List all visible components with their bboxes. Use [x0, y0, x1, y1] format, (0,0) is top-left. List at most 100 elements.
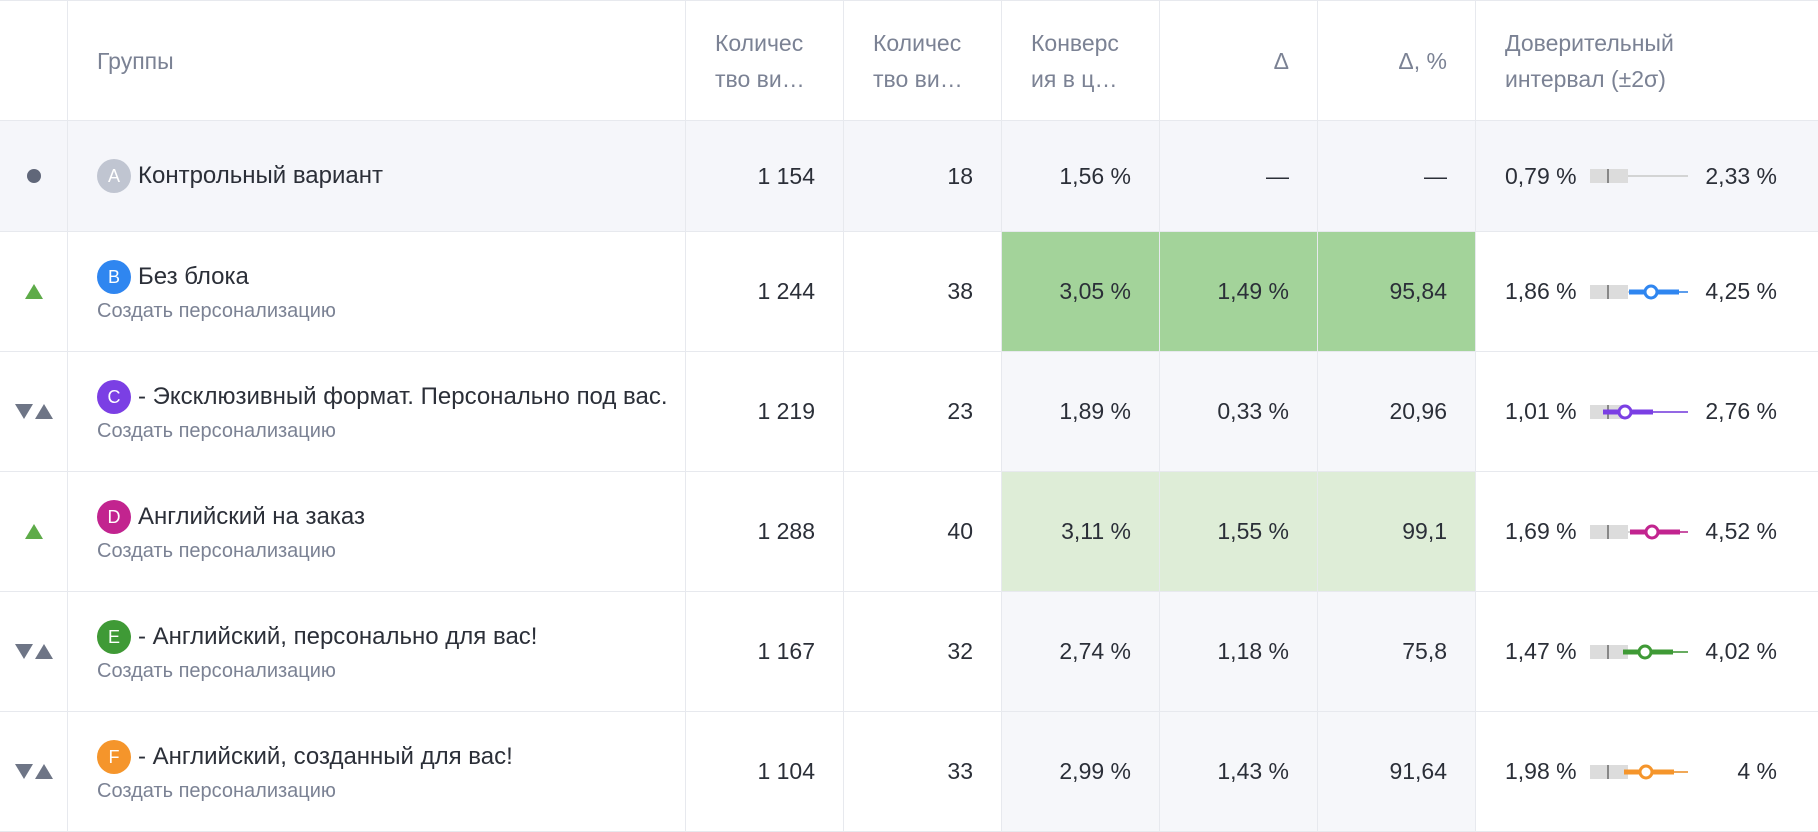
- variant-name: Контрольный вариант: [138, 162, 384, 189]
- conv-rate-value: 2,99 %: [1059, 758, 1131, 784]
- group-text: C - Эксклюзивный формат. Персонально под…: [97, 380, 668, 443]
- group-title: A Контрольный вариант: [97, 159, 383, 193]
- table-row[interactable]: B Без блока Создать персонализацию 1 244…: [0, 232, 1818, 352]
- conv-rate-value: 3,05 %: [1059, 278, 1131, 304]
- group-cell: E - Английский, персонально для вас! Соз…: [68, 592, 686, 711]
- table-row[interactable]: A Контрольный вариант 1 154 18 1,56 % — …: [0, 121, 1818, 232]
- ci-bar-chart: [1590, 764, 1688, 779]
- table-row[interactable]: F - Английский, созданный для вас! Созда…: [0, 712, 1818, 832]
- triangle-up-icon: [24, 524, 43, 539]
- table-row[interactable]: D Английский на заказ Создать персонализ…: [0, 472, 1818, 592]
- ci-bar-chart: [1590, 169, 1688, 183]
- delta-pct-cell: 95,84: [1318, 232, 1476, 351]
- conversions-value: 33: [947, 758, 973, 784]
- table-row[interactable]: E - Английский, персонально для вас! Соз…: [0, 592, 1818, 712]
- conv-rate-cell: 1,56 %: [1002, 121, 1160, 231]
- control-dot-icon: [26, 169, 41, 183]
- header-indicator-cell: [0, 1, 68, 120]
- ci-low-value: 1,01 %: [1505, 398, 1577, 424]
- header-ci-label: Доверительный интервал (±2σ): [1505, 25, 1674, 97]
- table-header: Группы Количес тво ви… Количес тво ви… Кон…: [0, 0, 1818, 121]
- row-indicator: [0, 472, 68, 591]
- delta-value: 1,43 %: [1217, 758, 1289, 784]
- conv-rate-cell: 2,99 %: [1002, 712, 1160, 831]
- ci-low-value: 1,47 %: [1505, 638, 1577, 664]
- delta-pct-value: 91,64: [1389, 758, 1447, 784]
- visitors-value: 1 167: [757, 638, 815, 664]
- row-indicator: [0, 592, 68, 711]
- header-delta-label: Δ: [1273, 47, 1289, 74]
- delta-value: —: [1266, 162, 1289, 189]
- header-delta[interactable]: Δ: [1160, 1, 1318, 120]
- visitors-cell: 1 154: [686, 121, 844, 231]
- header-visitors[interactable]: Количес тво ви…: [686, 1, 844, 120]
- ci-cell: 1,47 % 4,02 %: [1476, 592, 1816, 711]
- header-visitors-label: Количес тво ви…: [715, 25, 805, 97]
- ci-high-value: 4 %: [1737, 758, 1777, 784]
- conv-rate-cell: 3,05 %: [1002, 232, 1160, 351]
- group-cell: C - Эксклюзивный формат. Персонально под…: [68, 352, 686, 471]
- ci-low-value: 1,98 %: [1505, 758, 1577, 784]
- visitors-value: 1 244: [757, 278, 815, 304]
- triangle-down-icon: [14, 404, 33, 419]
- conv-rate-cell: 3,11 %: [1002, 472, 1160, 591]
- header-conversions-line2: тво ви…: [873, 65, 963, 92]
- visitors-cell: 1 104: [686, 712, 844, 831]
- create-personalization-link[interactable]: Создать персонализацию: [97, 540, 336, 562]
- header-visitors-line2: тво ви…: [715, 65, 805, 92]
- ci-bar-chart: [1590, 524, 1688, 539]
- create-personalization-link[interactable]: Создать персонализацию: [97, 660, 336, 682]
- ci-high-value: 2,76 %: [1705, 398, 1777, 424]
- delta-cell: 1,49 %: [1160, 232, 1318, 351]
- triangle-up-icon: [34, 404, 53, 419]
- delta-pct-cell: 75,8: [1318, 592, 1476, 711]
- table-body: A Контрольный вариант 1 154 18 1,56 % — …: [0, 121, 1818, 832]
- delta-pct-value: 99,1: [1402, 518, 1447, 544]
- header-confidence-interval[interactable]: Доверительный интервал (±2σ): [1476, 1, 1816, 120]
- conv-rate-cell: 1,89 %: [1002, 352, 1160, 471]
- group-text: B Без блока Создать персонализацию: [97, 260, 336, 323]
- header-conv-rate-label: Конверс ия в ц…: [1031, 25, 1119, 97]
- variant-badge: F: [97, 740, 131, 774]
- variant-badge: B: [97, 260, 131, 294]
- visitors-value: 1 219: [757, 398, 815, 424]
- create-personalization-link[interactable]: Создать персонализацию: [97, 780, 336, 802]
- variant-badge: A: [97, 159, 131, 193]
- triangle-up-icon: [34, 764, 53, 779]
- header-conv-rate-line1: Конверс: [1031, 29, 1119, 56]
- variant-name: Английский на заказ: [138, 503, 366, 530]
- delta-cell: 1,18 %: [1160, 592, 1318, 711]
- create-personalization-link[interactable]: Создать персонализацию: [97, 300, 336, 322]
- row-indicator: [0, 352, 68, 471]
- header-delta-pct[interactable]: Δ, %: [1318, 1, 1476, 120]
- table-row[interactable]: C - Эксклюзивный формат. Персонально под…: [0, 352, 1818, 472]
- conv-rate-cell: 2,74 %: [1002, 592, 1160, 711]
- ci-cell: 1,01 % 2,76 %: [1476, 352, 1816, 471]
- delta-pct-value: 20,96: [1389, 398, 1447, 424]
- group-title: F - Английский, созданный для вас!: [97, 740, 513, 774]
- group-cell: A Контрольный вариант: [68, 121, 686, 231]
- delta-cell: 0,33 %: [1160, 352, 1318, 471]
- ci-cell: 0,79 % 2,33 %: [1476, 121, 1816, 231]
- variant-badge: C: [97, 380, 131, 414]
- header-groups[interactable]: Группы: [68, 1, 686, 120]
- delta-pct-cell: —: [1318, 121, 1476, 231]
- header-conversions-label: Количес тво ви…: [873, 25, 963, 97]
- conv-rate-value: 3,11 %: [1061, 518, 1131, 544]
- ci-high-value: 4,25 %: [1705, 278, 1777, 304]
- visitors-cell: 1 167: [686, 592, 844, 711]
- group-title: C - Эксклюзивный формат. Персонально под…: [97, 380, 668, 414]
- conversions-cell: 33: [844, 712, 1002, 831]
- variant-name: - Английский, созданный для вас!: [138, 743, 513, 770]
- header-conv-rate-line2: ия в ц…: [1031, 65, 1118, 92]
- visitors-value: 1 104: [757, 758, 815, 784]
- visitors-cell: 1 244: [686, 232, 844, 351]
- header-conversions[interactable]: Количес тво ви…: [844, 1, 1002, 120]
- create-personalization-link[interactable]: Создать персонализацию: [97, 420, 336, 442]
- conversions-value: 23: [947, 398, 973, 424]
- conversions-cell: 40: [844, 472, 1002, 591]
- header-conv-rate[interactable]: Конверс ия в ц…: [1002, 1, 1160, 120]
- variant-badge: E: [97, 620, 131, 654]
- variant-name: Без блока: [138, 263, 249, 290]
